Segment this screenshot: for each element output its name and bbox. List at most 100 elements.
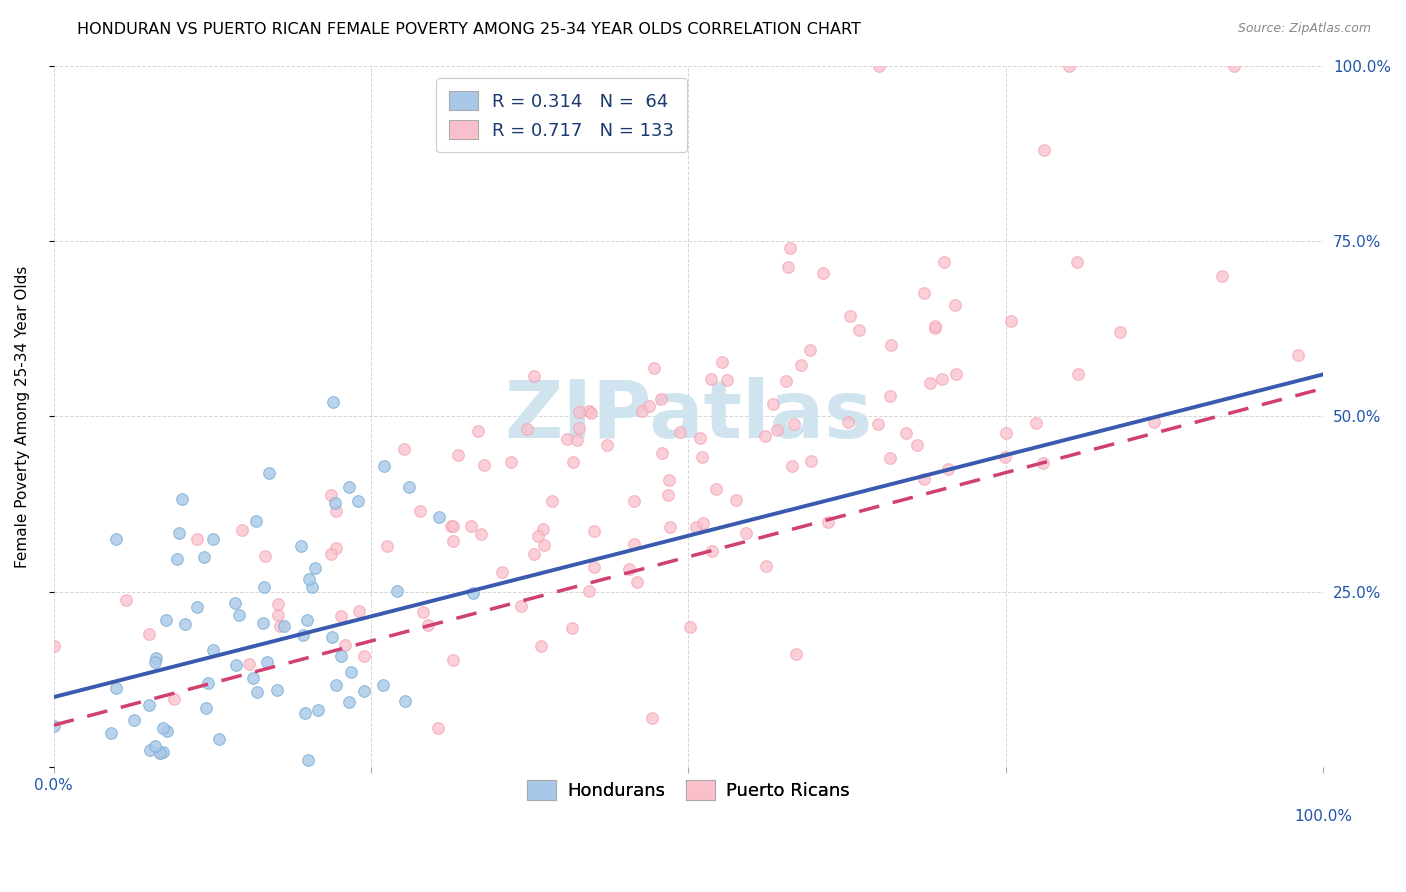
Point (817, 515, 839, 529)
Point (896, 426, 918, 441)
Point (337, 695, 360, 709)
Point (837, 415, 859, 429)
Point (491, 566, 513, 580)
Point (1066, 255, 1088, 269)
Point (583, 560, 606, 574)
Point (912, 472, 935, 486)
Point (1211, 269, 1233, 284)
Point (105, 532, 128, 546)
Point (427, 509, 450, 524)
Point (1286, 348, 1309, 362)
Point (460, 519, 482, 533)
Point (163, 691, 186, 706)
Point (650, 392, 672, 406)
Point (1223, 59, 1246, 73)
Point (394, 694, 416, 708)
Legend: Hondurans, Puerto Ricans: Hondurans, Puerto Ricans (520, 773, 858, 807)
Point (800, 454, 823, 468)
Point (879, 450, 901, 465)
Point (208, 732, 231, 747)
Point (790, 358, 813, 372)
Point (273, 619, 295, 633)
Point (685, 520, 707, 534)
Point (581, 406, 603, 420)
Point (409, 504, 432, 518)
Point (333, 638, 356, 652)
Point (994, 450, 1017, 464)
Point (735, 525, 758, 540)
Point (868, 59, 890, 73)
Point (638, 399, 661, 413)
Point (499, 455, 522, 469)
Point (596, 438, 619, 452)
Point (149, 746, 172, 760)
Point (166, 552, 188, 566)
Point (42, 639, 65, 653)
Point (267, 607, 290, 622)
Point (918, 376, 941, 390)
Point (565, 433, 588, 447)
Point (1000, 314, 1022, 328)
Point (426, 721, 449, 735)
Point (253, 549, 276, 564)
Point (156, 723, 179, 738)
Point (398, 480, 420, 494)
Point (266, 683, 288, 698)
Point (373, 458, 395, 473)
Point (879, 389, 901, 403)
Point (321, 630, 343, 644)
Point (704, 482, 727, 496)
Point (510, 599, 533, 613)
Point (114, 592, 136, 607)
Point (924, 321, 946, 335)
Point (301, 580, 323, 594)
Point (932, 255, 955, 269)
Point (193, 550, 215, 565)
Point (225, 658, 247, 673)
Point (527, 529, 550, 543)
Point (224, 596, 246, 610)
Point (294, 706, 316, 721)
Point (257, 466, 280, 480)
Point (658, 473, 681, 487)
Point (523, 368, 546, 383)
Point (412, 606, 434, 620)
Point (201, 643, 224, 657)
Point (143, 739, 166, 754)
Point (256, 655, 278, 669)
Point (228, 607, 250, 622)
Point (1109, 325, 1132, 339)
Point (353, 684, 375, 698)
Point (561, 455, 583, 469)
Point (523, 547, 546, 561)
Point (323, 496, 346, 510)
Point (322, 395, 344, 409)
Point (155, 613, 177, 627)
Point (848, 323, 870, 337)
Point (626, 574, 648, 589)
Point (290, 539, 312, 553)
Point (269, 619, 291, 633)
Point (931, 372, 953, 386)
Point (152, 745, 174, 759)
Text: HONDURAN VS PUERTO RICAN FEMALE POVERTY AMONG 25-34 YEAR OLDS CORRELATION CHART: HONDURAN VS PUERTO RICAN FEMALE POVERTY … (77, 22, 862, 37)
Point (725, 492, 748, 507)
Point (472, 458, 495, 472)
Point (533, 538, 555, 552)
Point (631, 403, 654, 417)
Point (530, 639, 553, 653)
Point (337, 480, 360, 494)
Point (267, 597, 290, 611)
Point (304, 561, 326, 575)
Point (1025, 417, 1047, 431)
Point (700, 544, 723, 558)
Point (617, 562, 640, 576)
Point (104, 681, 127, 695)
Point (811, 266, 834, 280)
Point (905, 438, 928, 452)
Point (138, 698, 160, 713)
Point (583, 524, 606, 539)
Point (1059, 59, 1081, 73)
Point (924, 318, 946, 333)
Point (329, 648, 352, 663)
